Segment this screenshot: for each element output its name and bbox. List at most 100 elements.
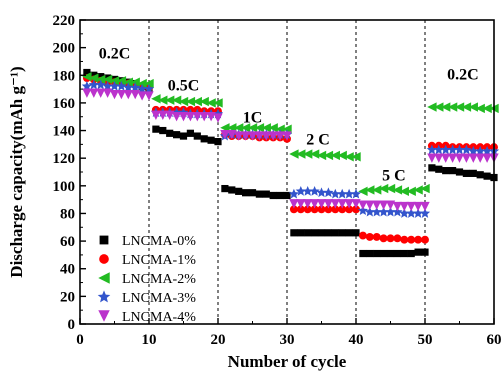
point-s2-8 bbox=[137, 78, 147, 89]
x-axis: 0 10 20 30 40 50 60 bbox=[76, 318, 502, 348]
point-s0-28 bbox=[276, 191, 284, 200]
point-s4-50 bbox=[427, 153, 437, 163]
point-s4-11 bbox=[158, 110, 168, 121]
point-s2-47 bbox=[406, 186, 416, 197]
point-s3-9 bbox=[143, 83, 155, 94]
point-s0-31 bbox=[297, 229, 305, 237]
point-s0-34 bbox=[317, 229, 326, 237]
point-s2-32 bbox=[303, 149, 313, 159]
point-s0-33 bbox=[311, 229, 319, 237]
point-s2-0 bbox=[82, 71, 92, 82]
point-s2-36 bbox=[330, 150, 340, 161]
legend-marker-2 bbox=[98, 272, 110, 284]
point-s1-36 bbox=[331, 205, 340, 214]
point-s1-39 bbox=[352, 205, 360, 214]
point-s4-58 bbox=[482, 153, 492, 163]
point-s2-31 bbox=[296, 149, 306, 159]
point-s0-29 bbox=[283, 191, 291, 200]
point-s0-22 bbox=[235, 187, 243, 195]
point-s4-56 bbox=[468, 153, 478, 163]
point-s2-5 bbox=[116, 76, 127, 86]
point-s4-54 bbox=[454, 153, 465, 163]
point-s3-0 bbox=[81, 80, 93, 91]
point-s3-47 bbox=[406, 208, 417, 218]
point-s2-48 bbox=[413, 185, 423, 195]
point-s2-50 bbox=[427, 102, 437, 112]
legend-marker-4 bbox=[98, 310, 110, 322]
point-s4-39 bbox=[351, 199, 361, 209]
legend-label-3: LNCMA-3% bbox=[122, 291, 196, 306]
point-s2-11 bbox=[158, 95, 168, 105]
rate-label-1: 0.5C bbox=[168, 77, 200, 94]
y-tick-label-4: 80 bbox=[60, 206, 75, 222]
point-s2-56 bbox=[468, 102, 478, 112]
point-s3-5 bbox=[116, 80, 127, 91]
point-s4-40 bbox=[358, 200, 368, 210]
point-s3-42 bbox=[371, 206, 382, 217]
x-tick-label-3: 30 bbox=[280, 332, 295, 348]
point-s2-17 bbox=[199, 96, 209, 107]
point-s0-54 bbox=[455, 168, 464, 176]
point-s3-54 bbox=[454, 144, 465, 155]
y-tick-label-6: 120 bbox=[53, 151, 76, 167]
y-tick-label-10: 200 bbox=[53, 41, 76, 57]
legend-label-2: LNCMA-2% bbox=[122, 272, 196, 287]
point-s2-3 bbox=[102, 74, 113, 85]
x-tick-label-6: 60 bbox=[487, 332, 502, 348]
point-s3-52 bbox=[440, 144, 451, 155]
point-s4-18 bbox=[206, 112, 216, 122]
y-tick-label-3: 60 bbox=[60, 234, 75, 250]
point-s1-41 bbox=[365, 232, 374, 241]
point-s3-31 bbox=[295, 185, 306, 196]
x-tick-label-0: 0 bbox=[76, 332, 84, 348]
point-s2-42 bbox=[372, 185, 382, 195]
point-s0-38 bbox=[345, 229, 353, 237]
point-s0-15 bbox=[186, 129, 194, 137]
point-s4-55 bbox=[461, 153, 472, 163]
point-s4-27 bbox=[268, 131, 278, 141]
rate-annotations: 0.2C 0.5C 1C 2 C 5 C 0.2C bbox=[99, 46, 479, 185]
point-s0-18 bbox=[207, 136, 215, 144]
point-s0-53 bbox=[449, 167, 457, 175]
point-s3-51 bbox=[433, 144, 444, 155]
point-s3-58 bbox=[481, 145, 493, 156]
point-s1-49 bbox=[421, 235, 429, 244]
point-s4-31 bbox=[296, 199, 306, 209]
point-s0-2 bbox=[97, 73, 105, 81]
point-s4-35 bbox=[323, 199, 334, 209]
point-s2-30 bbox=[289, 149, 299, 159]
point-s0-21 bbox=[228, 186, 236, 194]
x-tick-label-1: 10 bbox=[142, 332, 157, 348]
y-tick-label-11: 220 bbox=[53, 13, 76, 29]
point-s4-43 bbox=[378, 200, 389, 210]
rate-label-5: 0.2C bbox=[447, 66, 479, 83]
point-s3-53 bbox=[447, 144, 458, 155]
point-s2-26 bbox=[261, 123, 271, 133]
point-s0-36 bbox=[331, 229, 339, 237]
point-s1-38 bbox=[345, 205, 354, 214]
point-s3-45 bbox=[392, 206, 403, 217]
point-s4-33 bbox=[309, 199, 320, 209]
point-s2-9 bbox=[144, 78, 154, 89]
point-s0-25 bbox=[255, 190, 263, 198]
point-s0-47 bbox=[407, 249, 415, 258]
point-s0-27 bbox=[269, 191, 277, 200]
point-s4-48 bbox=[413, 201, 423, 212]
legend-marker-3 bbox=[97, 290, 111, 303]
point-s4-12 bbox=[165, 110, 175, 121]
point-s4-46 bbox=[399, 201, 409, 212]
point-s2-24 bbox=[247, 123, 258, 133]
point-s0-0 bbox=[83, 68, 91, 77]
point-s0-24 bbox=[248, 189, 257, 197]
point-s4-37 bbox=[337, 199, 347, 209]
point-s4-2 bbox=[96, 88, 106, 98]
point-s0-1 bbox=[90, 71, 98, 79]
point-s0-57 bbox=[476, 171, 484, 179]
point-s4-47 bbox=[406, 201, 416, 212]
point-s0-50 bbox=[428, 164, 436, 172]
point-s4-14 bbox=[178, 112, 189, 122]
point-s1-33 bbox=[310, 205, 319, 214]
point-s1-37 bbox=[338, 205, 347, 214]
point-s3-57 bbox=[475, 145, 486, 156]
point-s4-22 bbox=[234, 131, 244, 141]
